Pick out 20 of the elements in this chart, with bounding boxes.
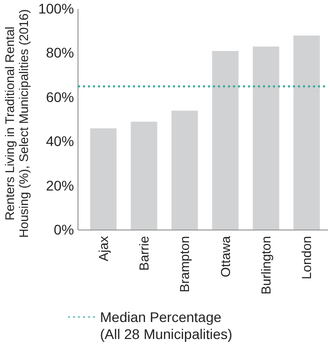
y-tick-label: 100%	[38, 0, 74, 16]
bar	[90, 128, 117, 230]
legend-label: Median Percentage (All 28 Municipalities)	[100, 309, 232, 342]
y-axis-title: Renters Living in Traditional Rental Housing (%), Select Municipalities (2016)	[3, 9, 31, 238]
x-tick-label: Ottawa	[218, 235, 233, 278]
x-tick-label: Ajax	[96, 236, 111, 262]
y-tick-label: 80%	[46, 44, 74, 61]
y-tick-label: 40%	[46, 133, 74, 150]
y-tick-label: 20%	[46, 177, 74, 194]
x-tick-label: Brampton	[177, 236, 192, 292]
bar	[252, 46, 280, 230]
x-tick-label: Burlington	[258, 236, 274, 295]
y-tick-label: 60%	[46, 88, 74, 105]
bar	[130, 122, 158, 230]
x-tick-label: Barrie	[136, 236, 152, 271]
x-tick-label: London	[299, 236, 314, 280]
bar	[293, 36, 320, 230]
bar	[171, 110, 198, 230]
bar	[212, 50, 239, 230]
y-tick-label: 0%	[54, 221, 74, 238]
